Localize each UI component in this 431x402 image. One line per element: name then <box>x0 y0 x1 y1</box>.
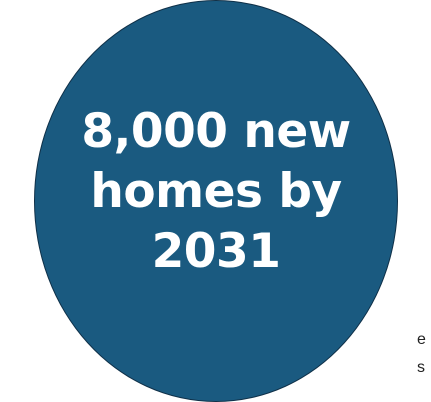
callout-headline: 8,000 new homes by 2031 <box>34 102 398 282</box>
partial-text-line-1: e <box>417 331 426 348</box>
callout-circle <box>34 0 398 402</box>
callout-line-1: 8,000 new <box>81 104 351 159</box>
partial-text-line-2: s <box>417 359 425 376</box>
callout-line-3: 2031 <box>151 224 281 279</box>
callout-line-2: homes by <box>90 164 342 219</box>
